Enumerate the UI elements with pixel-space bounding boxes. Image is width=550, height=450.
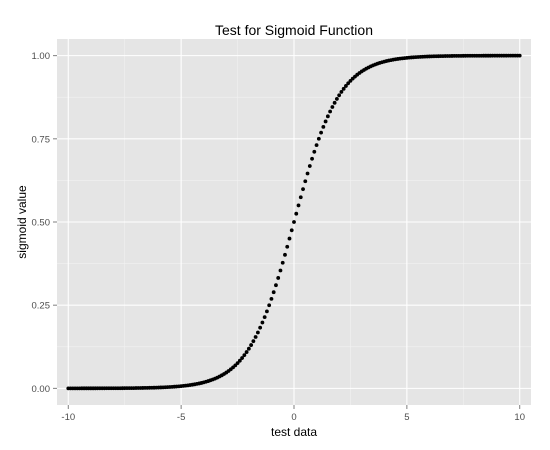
data-point xyxy=(301,187,305,192)
data-point xyxy=(339,90,344,94)
data-point xyxy=(319,130,323,135)
x-tick-label: 0 xyxy=(291,412,296,423)
data-point xyxy=(328,109,333,114)
data-point xyxy=(310,156,314,161)
data-point xyxy=(294,211,299,216)
data-point xyxy=(260,320,265,325)
data-point xyxy=(276,276,281,280)
data-point xyxy=(269,296,274,301)
y-tick-label: 1.00 xyxy=(32,51,51,62)
x-axis-ticks: -10 -5 0 5 10 xyxy=(61,405,525,423)
data-point xyxy=(240,356,244,360)
data-point xyxy=(316,136,321,141)
data-point xyxy=(274,283,278,288)
data-point xyxy=(517,53,522,58)
data-point xyxy=(334,97,339,101)
data-point xyxy=(271,290,276,295)
x-tick-label: 5 xyxy=(404,412,409,423)
x-tick-label: -5 xyxy=(177,412,185,423)
data-point xyxy=(287,236,292,241)
data-point xyxy=(323,119,328,124)
data-point xyxy=(289,228,294,233)
data-point xyxy=(253,335,258,339)
data-point xyxy=(314,143,319,148)
data-point xyxy=(312,149,317,154)
data-point xyxy=(292,220,296,224)
data-point xyxy=(258,325,263,330)
data-point xyxy=(255,330,260,335)
x-tick-label: -10 xyxy=(61,412,75,423)
data-point xyxy=(325,114,330,119)
data-point xyxy=(344,84,348,88)
data-point xyxy=(285,244,290,249)
data-point xyxy=(235,361,240,366)
data-point xyxy=(251,339,256,344)
data-point xyxy=(262,315,267,320)
data-point xyxy=(332,100,337,105)
y-tick-label: 0.75 xyxy=(32,134,51,145)
x-axis-title: test data xyxy=(271,425,317,439)
data-point xyxy=(303,179,308,184)
y-tick-label: 0.25 xyxy=(32,301,51,312)
data-point xyxy=(265,309,269,314)
data-point xyxy=(267,303,272,308)
data-points xyxy=(66,53,522,391)
data-point xyxy=(283,252,287,257)
y-tick-label: 0.00 xyxy=(32,384,51,395)
data-point xyxy=(307,164,312,168)
data-point xyxy=(305,171,310,176)
data-point xyxy=(330,105,335,109)
data-point xyxy=(296,203,301,208)
x-tick-label: 10 xyxy=(514,412,525,423)
data-point xyxy=(249,343,254,347)
chart-title: Test for Sigmoid Function xyxy=(215,22,373,38)
data-point xyxy=(341,86,346,91)
data-point xyxy=(244,350,249,354)
data-point xyxy=(278,268,283,273)
y-axis-ticks: 0.00 0.25 0.50 0.75 1.00 xyxy=(32,51,57,395)
data-point xyxy=(242,353,247,358)
data-point xyxy=(346,81,351,86)
data-point xyxy=(237,358,242,363)
y-tick-label: 0.50 xyxy=(32,218,51,229)
data-point xyxy=(246,346,251,351)
y-axis-title: sigmoid value xyxy=(15,185,29,259)
data-point xyxy=(280,260,285,265)
data-point xyxy=(337,93,342,98)
data-point xyxy=(298,195,303,200)
data-point xyxy=(321,124,326,129)
